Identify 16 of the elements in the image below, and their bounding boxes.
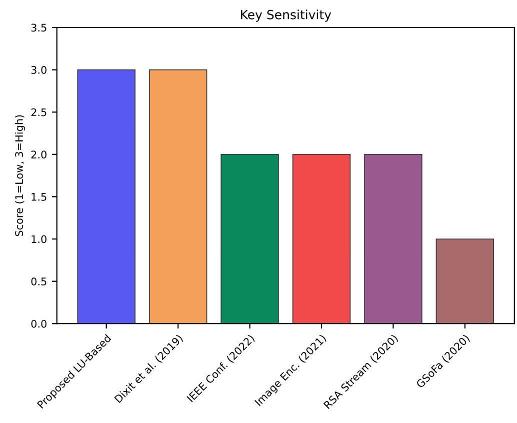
bar bbox=[364, 154, 422, 324]
bar bbox=[292, 154, 351, 324]
y-tick-label: 0.5 bbox=[31, 278, 46, 286]
y-tick-label: 1.0 bbox=[32, 235, 46, 244]
bar bbox=[77, 69, 136, 324]
bar bbox=[220, 154, 279, 324]
chart-title: Key Sensitivity bbox=[241, 10, 332, 22]
bar bbox=[436, 238, 494, 324]
y-tick-label: 3.0 bbox=[31, 66, 46, 74]
y-tick-label: 3.5 bbox=[31, 24, 46, 32]
y-tick-label: 0.0 bbox=[31, 320, 46, 328]
y-tick-label: 2.0 bbox=[31, 150, 46, 158]
y-tick-label: 2.5 bbox=[31, 108, 46, 116]
y-axis-title: Score (1=Low, 3=High) bbox=[14, 115, 26, 236]
y-tick-label: 1.5 bbox=[32, 193, 46, 201]
bar bbox=[148, 69, 208, 324]
